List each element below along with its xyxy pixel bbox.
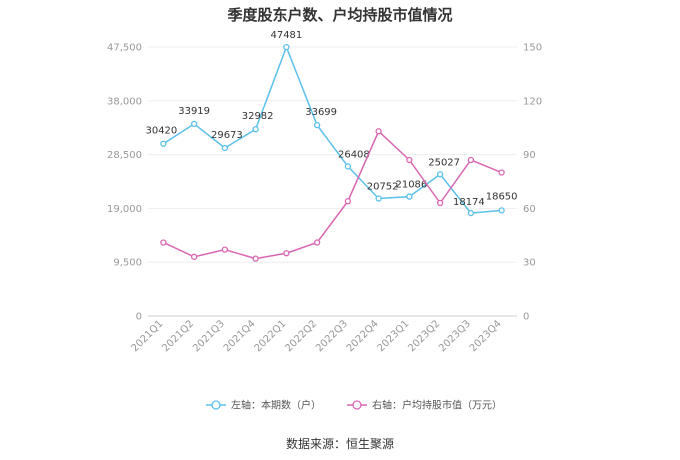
data-point: [252, 126, 259, 133]
data-point: [313, 122, 321, 129]
right-axis-tick-label: 90: [523, 150, 536, 161]
data-point: [436, 199, 444, 207]
data-label: 18174: [453, 197, 485, 208]
data-label: 18650: [486, 191, 518, 202]
data-point: [221, 246, 229, 253]
left-axis-tick-label: 28,500: [107, 150, 142, 161]
data-point: [498, 207, 505, 214]
data-point: [190, 253, 198, 260]
legend-swatch-marker: [211, 400, 221, 410]
x-axis-tick-label: 2023Q3: [437, 318, 473, 354]
left-axis-tick-label: 0: [136, 312, 142, 323]
x-axis-tick-label: 2023Q4: [468, 318, 504, 354]
data-point: [375, 195, 382, 202]
left-axis-tick-label: 47,500: [107, 43, 142, 54]
data-label: 21086: [395, 180, 427, 191]
data-point: [283, 250, 290, 257]
x-axis-tick-label: 2021Q4: [222, 318, 258, 354]
data-point: [283, 43, 290, 51]
data-point: [160, 140, 167, 147]
data-point: [252, 255, 259, 262]
x-axis-tick-label: 2021Q3: [191, 318, 227, 354]
data-point: [406, 156, 413, 164]
x-axis-tick-label: 2022Q4: [345, 318, 381, 354]
data-point: [406, 193, 413, 200]
data-point: [344, 198, 352, 205]
data-point: [313, 239, 321, 246]
data-label: 33919: [178, 106, 210, 117]
data-label: 30420: [145, 126, 177, 137]
right-axis-tick-label: 60: [523, 204, 536, 215]
data-label: 33699: [305, 107, 337, 118]
data-point: [436, 171, 444, 178]
x-axis-tick-label: 2021Q1: [130, 318, 166, 354]
x-axis-tick-label: 2023Q2: [406, 318, 442, 354]
data-point: [467, 156, 475, 164]
right-axis-tick-label: 0: [523, 312, 529, 323]
right-axis-tick-label: 30: [523, 258, 536, 269]
right-axis-tick-label: 150: [523, 43, 542, 54]
chart-svg: 0 9,500 19,000 28,500 38,000 47,500 0 30 60 90 120…: [107, 30, 542, 412]
left-axis-tick-label: 19,000: [107, 204, 142, 215]
x-axis-tick-label: 2022Q1: [253, 318, 289, 354]
legend-label: 左轴：本期数（户）: [231, 399, 321, 412]
legend-label: 右轴：户均持股市值（万元）: [372, 399, 502, 412]
data-source: 数据来源：恒生聚源: [285, 437, 394, 451]
x-axis-tick-label: 2023Q1: [376, 318, 412, 354]
right-axis-tick-label: 120: [523, 96, 542, 107]
data-label: 47481: [270, 30, 302, 41]
data-label: 20752: [367, 181, 399, 192]
data-point: [344, 163, 352, 170]
data-point: [221, 144, 229, 152]
data-point: [467, 209, 475, 217]
x-axis-tick-label: 2022Q2: [283, 318, 319, 354]
chart-title: 季度股东户数、户均持股市值情况: [227, 6, 453, 24]
x-axis-tick-label: 2021Q2: [160, 318, 196, 354]
left-axis-tick-label: 9,500: [113, 258, 142, 269]
data-label: 29673: [211, 130, 243, 141]
series-line: [163, 130, 502, 260]
data-point: [498, 169, 505, 176]
data-point: [375, 128, 382, 135]
legend-swatch-marker: [352, 400, 362, 410]
data-point: [160, 239, 167, 246]
data-label: 32982: [242, 111, 274, 122]
left-axis-tick-label: 38,000: [107, 96, 142, 107]
series-line: [162, 45, 502, 214]
data-label: 25027: [428, 157, 460, 168]
data-label: 26408: [338, 149, 370, 160]
x-axis-tick-label: 2022Q3: [314, 318, 350, 354]
data-point: [190, 120, 198, 128]
